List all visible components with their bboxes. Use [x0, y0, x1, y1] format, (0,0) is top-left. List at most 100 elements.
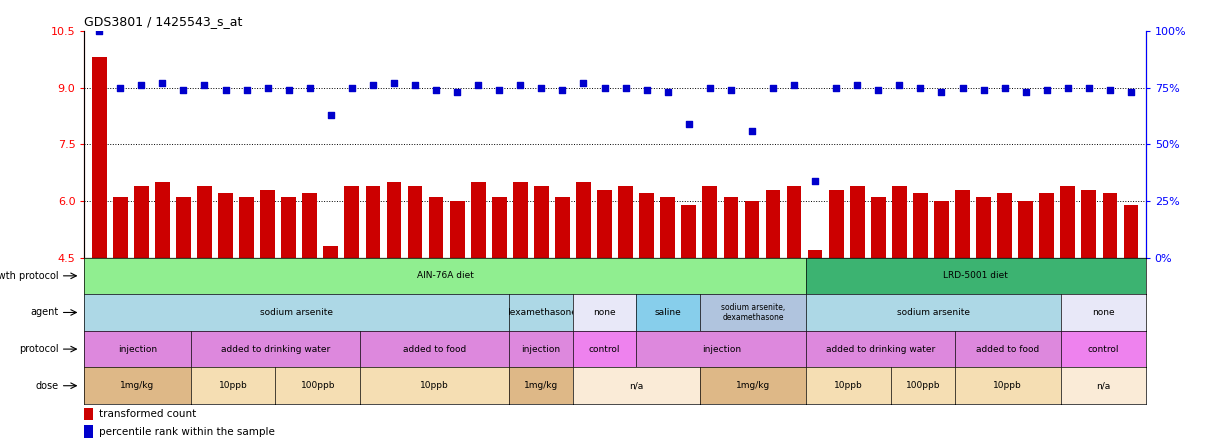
Point: [679, 120, 698, 127]
Bar: [1060, 186, 1076, 427]
Point: [405, 82, 425, 89]
Text: injection: injection: [118, 345, 157, 353]
Bar: [1082, 190, 1096, 427]
Text: dexamethasone: dexamethasone: [504, 308, 578, 317]
Bar: [597, 190, 611, 427]
Point: [510, 82, 529, 89]
Text: 10ppb: 10ppb: [218, 381, 247, 390]
Point: [174, 87, 193, 94]
Point: [279, 87, 298, 94]
Point: [385, 79, 404, 87]
Point: [1122, 89, 1141, 96]
Point: [1058, 84, 1077, 91]
Point: [784, 82, 803, 89]
Point: [868, 87, 888, 94]
Bar: [408, 186, 422, 427]
Text: 10ppb: 10ppb: [835, 381, 863, 390]
Bar: [976, 197, 991, 427]
Point: [763, 84, 783, 91]
Bar: [154, 182, 170, 427]
Bar: [829, 190, 843, 427]
Text: saline: saline: [655, 308, 681, 317]
Bar: [892, 186, 907, 427]
Point: [1037, 87, 1056, 94]
Text: LRD-5001 diet: LRD-5001 diet: [943, 271, 1008, 280]
Text: 100ppb: 100ppb: [906, 381, 941, 390]
Bar: [1102, 194, 1117, 427]
Point: [932, 89, 952, 96]
Text: sodium arsenite: sodium arsenite: [897, 308, 970, 317]
Bar: [744, 201, 760, 427]
Bar: [450, 201, 464, 427]
Point: [595, 84, 614, 91]
Point: [1079, 84, 1099, 91]
Bar: [576, 182, 591, 427]
Point: [131, 82, 151, 89]
Bar: [702, 186, 718, 427]
Bar: [84, 408, 93, 420]
Text: injection: injection: [702, 345, 740, 353]
Point: [911, 84, 930, 91]
Bar: [534, 186, 549, 427]
Point: [848, 82, 867, 89]
Point: [637, 87, 656, 94]
Point: [300, 84, 320, 91]
Bar: [1124, 205, 1138, 427]
Bar: [808, 250, 822, 427]
Text: none: none: [593, 308, 616, 317]
Text: added to food: added to food: [403, 345, 467, 353]
Bar: [113, 197, 128, 427]
Bar: [492, 197, 507, 427]
Point: [258, 84, 277, 91]
Bar: [724, 197, 738, 427]
Point: [552, 87, 572, 94]
Text: sodium arsenite: sodium arsenite: [260, 308, 333, 317]
Bar: [218, 194, 233, 427]
Text: 10ppb: 10ppb: [420, 381, 449, 390]
Text: injection: injection: [521, 345, 561, 353]
Point: [974, 87, 994, 94]
Bar: [1040, 194, 1054, 427]
Bar: [913, 194, 927, 427]
Point: [153, 79, 172, 87]
Text: none: none: [1091, 308, 1114, 317]
Bar: [555, 197, 569, 427]
Bar: [176, 197, 191, 427]
Point: [742, 127, 761, 134]
Bar: [681, 205, 696, 427]
Bar: [281, 197, 295, 427]
Bar: [387, 182, 402, 427]
Point: [89, 28, 109, 35]
Text: added to drinking water: added to drinking water: [826, 345, 935, 353]
Point: [490, 87, 509, 94]
Point: [701, 84, 720, 91]
Point: [363, 82, 382, 89]
Point: [195, 82, 215, 89]
Bar: [871, 197, 885, 427]
Bar: [935, 201, 949, 427]
Text: percentile rank within the sample: percentile rank within the sample: [99, 427, 275, 437]
Bar: [850, 186, 865, 427]
Bar: [639, 194, 654, 427]
Point: [658, 89, 678, 96]
Point: [1100, 87, 1119, 94]
Text: control: control: [1088, 345, 1119, 353]
Bar: [134, 186, 148, 427]
Text: dose: dose: [36, 381, 59, 391]
Point: [427, 87, 446, 94]
Text: AIN-76A diet: AIN-76A diet: [417, 271, 474, 280]
Text: 100ppb: 100ppb: [300, 381, 335, 390]
Text: 1mg/kg: 1mg/kg: [121, 381, 154, 390]
Bar: [303, 194, 317, 427]
Point: [826, 84, 845, 91]
Text: agent: agent: [31, 307, 59, 317]
Bar: [1018, 201, 1034, 427]
Text: control: control: [589, 345, 620, 353]
Bar: [513, 182, 528, 427]
Bar: [260, 190, 275, 427]
Point: [111, 84, 130, 91]
Point: [216, 87, 235, 94]
Text: growth protocol: growth protocol: [0, 271, 59, 281]
Point: [447, 89, 467, 96]
Point: [995, 84, 1014, 91]
